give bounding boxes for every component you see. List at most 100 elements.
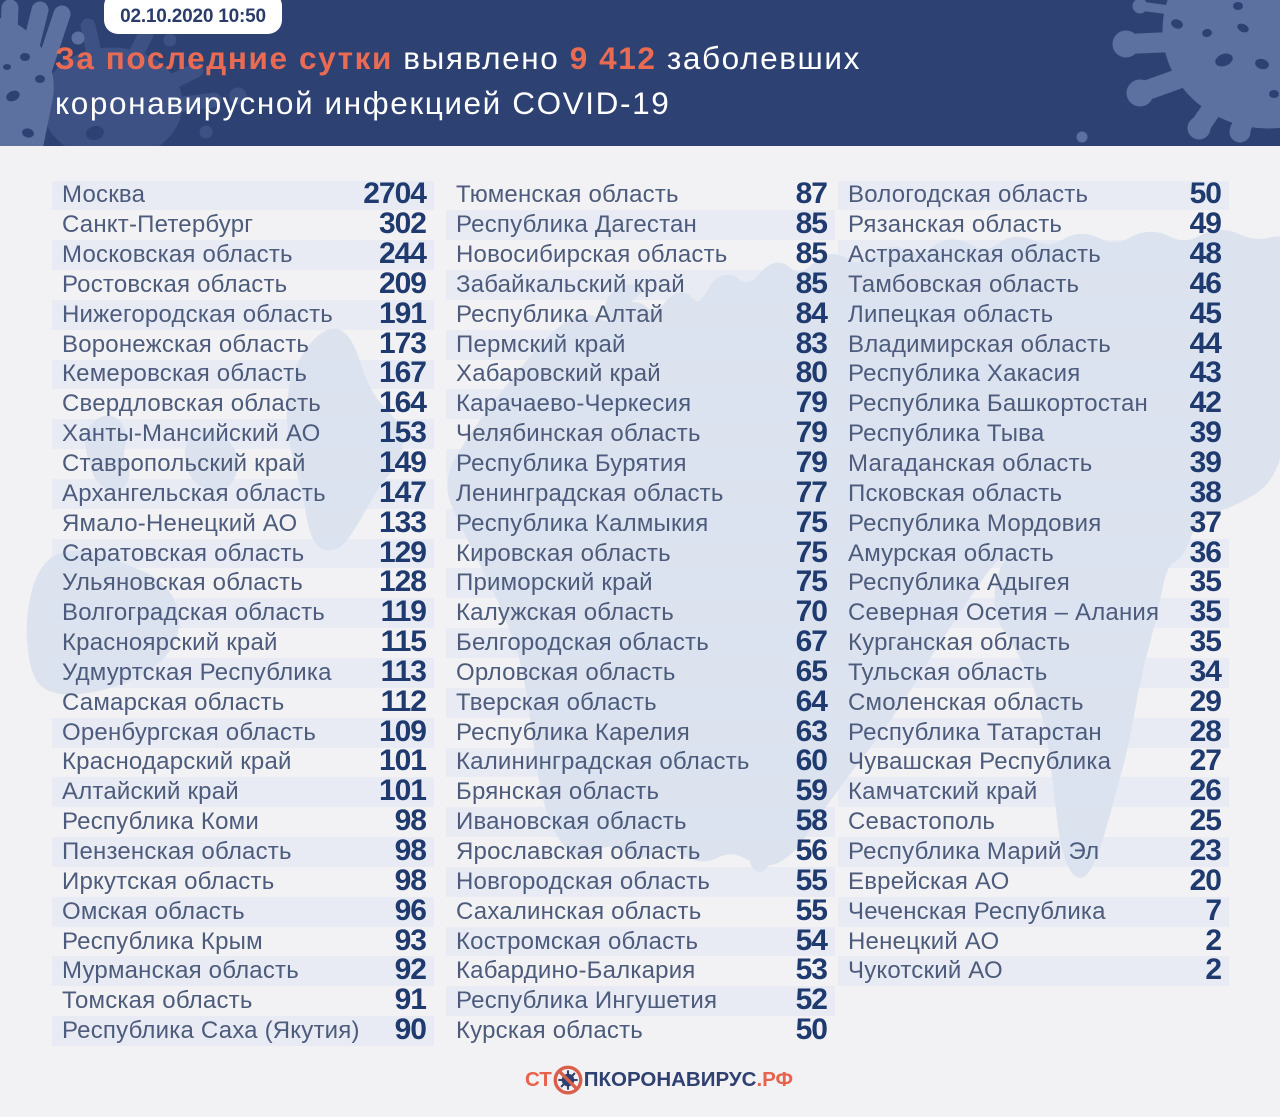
region-value: 128 <box>378 565 427 599</box>
region-name: Республика Тыва <box>848 420 1045 448</box>
table-row: Амурская область 36 <box>838 535 1229 569</box>
region-name: Пензенская область <box>62 837 292 865</box>
table-row: Чувашская Республика 27 <box>838 744 1229 777</box>
region-value: 39 <box>1189 416 1222 450</box>
region-value: 2 <box>1205 953 1222 987</box>
region-value: 50 <box>795 1013 828 1047</box>
headline-text-detected: выявлено <box>392 40 570 76</box>
region-value: 52 <box>795 983 828 1017</box>
region-name: Орловская область <box>456 658 676 686</box>
table-row: Республика Татарстан 28 <box>838 715 1229 748</box>
region-name: Новосибирская область <box>456 241 728 269</box>
region-value: 98 <box>394 863 427 897</box>
table-row: Оренбургская область 109 <box>52 715 434 748</box>
headline-highlight-count: 9 412 <box>569 40 657 76</box>
region-value: 75 <box>795 505 828 539</box>
table-row: Ненецкий АО 2 <box>838 924 1229 957</box>
region-name: Кабардино-Балкария <box>456 957 696 985</box>
region-name: Чеченская Республика <box>848 897 1106 925</box>
region-value: 302 <box>378 207 427 241</box>
region-value: 133 <box>378 505 427 539</box>
region-value: 149 <box>378 446 427 480</box>
region-value: 55 <box>795 893 828 927</box>
table-row: Ростовская область 209 <box>52 266 434 300</box>
region-name: Забайкальский край <box>456 270 685 298</box>
region-value: 85 <box>795 207 828 241</box>
region-name: Ханты-Мансийский АО <box>62 420 321 448</box>
region-value: 53 <box>795 953 828 987</box>
table-row: Алтайский край 101 <box>52 774 434 807</box>
region-value: 98 <box>394 833 427 867</box>
table-row: Курганская область 35 <box>838 625 1229 658</box>
region-name: Республика Марий Эл <box>848 837 1100 865</box>
region-value: 63 <box>795 714 828 748</box>
region-value: 25 <box>1189 804 1222 838</box>
table-row: Нижегородская область 191 <box>52 297 434 330</box>
table-row: Республика Тыва 39 <box>838 416 1229 450</box>
table-row: Республика Калмыкия 75 <box>446 505 835 539</box>
region-name: Ярославская область <box>456 837 701 865</box>
region-value: 153 <box>378 416 427 450</box>
region-name: Белгородская область <box>456 629 709 657</box>
table-row: Ленинградская область 77 <box>446 476 835 509</box>
region-name: Липецкая область <box>848 300 1054 328</box>
region-value: 65 <box>795 654 828 688</box>
region-name: Смоленская область <box>848 688 1084 716</box>
no-virus-icon <box>553 1065 583 1095</box>
region-value: 36 <box>1189 535 1222 569</box>
region-value: 119 <box>380 595 427 629</box>
table-row: Республика Башкортостан 42 <box>838 386 1229 419</box>
region-value: 91 <box>394 983 427 1017</box>
table-row: Москва 2704 <box>52 177 434 210</box>
table-row: Омская область 96 <box>52 894 434 927</box>
region-value: 75 <box>795 535 828 569</box>
region-name: Тюменская область <box>456 181 679 209</box>
table-row: Брянская область 59 <box>446 774 835 808</box>
region-name: Республика Карелия <box>456 718 690 746</box>
region-value: 79 <box>795 386 828 420</box>
table-row: Новосибирская область 85 <box>446 237 835 270</box>
region-name: Тверская область <box>456 688 657 716</box>
region-name: Калужская область <box>456 599 674 627</box>
region-value: 164 <box>378 386 427 420</box>
region-name: Ставропольский край <box>62 450 306 478</box>
region-value: 75 <box>795 565 828 599</box>
region-name: Карачаево-Черкесия <box>456 390 692 418</box>
table-row: Чеченская Республика 7 <box>838 894 1229 927</box>
stopcoronavirus-logo: СТ ПКОРОНАВИРУС .РФ <box>19 1065 1280 1095</box>
table-row: Рязанская область 49 <box>838 207 1229 240</box>
region-name: Северная Осетия – Алания <box>848 599 1160 627</box>
table-row: Астраханская область 48 <box>838 237 1229 270</box>
region-value: 64 <box>795 684 828 718</box>
region-name: Магаданская область <box>848 450 1093 478</box>
region-value: 113 <box>380 654 427 688</box>
header-banner: 02.10.2020 10:50 За последние сутки выяв… <box>0 0 1280 146</box>
region-value: 209 <box>378 266 427 300</box>
headline-text-covid: коронавирусной инфекцией COVID-19 <box>55 85 671 121</box>
table-row: Сахалинская область 55 <box>446 893 835 927</box>
table-row: Иркутская область 98 <box>52 863 434 897</box>
table-row: Республика Карелия 63 <box>446 714 835 748</box>
region-value: 60 <box>795 744 828 778</box>
region-value: 59 <box>795 774 828 808</box>
table-row: Пензенская область 98 <box>52 833 434 867</box>
table-row: Московская область 244 <box>52 237 434 270</box>
region-name: Ивановская область <box>456 808 687 836</box>
table-row: Ульяновская область 128 <box>52 565 434 599</box>
region-value: 20 <box>1189 863 1222 897</box>
region-value: 83 <box>795 326 828 360</box>
table-row: Архангельская область 147 <box>52 476 434 509</box>
headline: За последние сутки выявлено 9 412 заболе… <box>55 36 861 126</box>
region-name: Красноярский край <box>62 629 278 657</box>
region-name: Ненецкий АО <box>848 927 1000 955</box>
table-row: Красноярский край 115 <box>52 625 434 658</box>
table-row: Мурманская область 92 <box>52 953 434 986</box>
region-value: 45 <box>1189 296 1222 330</box>
table-row: Вологодская область 50 <box>838 177 1229 210</box>
table-row: Республика Адыгея 35 <box>838 565 1229 598</box>
region-name: Томская область <box>62 987 253 1015</box>
region-value: 29 <box>1189 684 1222 718</box>
region-name: Владимирская область <box>848 330 1111 358</box>
table-row: Тюменская область 87 <box>446 177 835 210</box>
